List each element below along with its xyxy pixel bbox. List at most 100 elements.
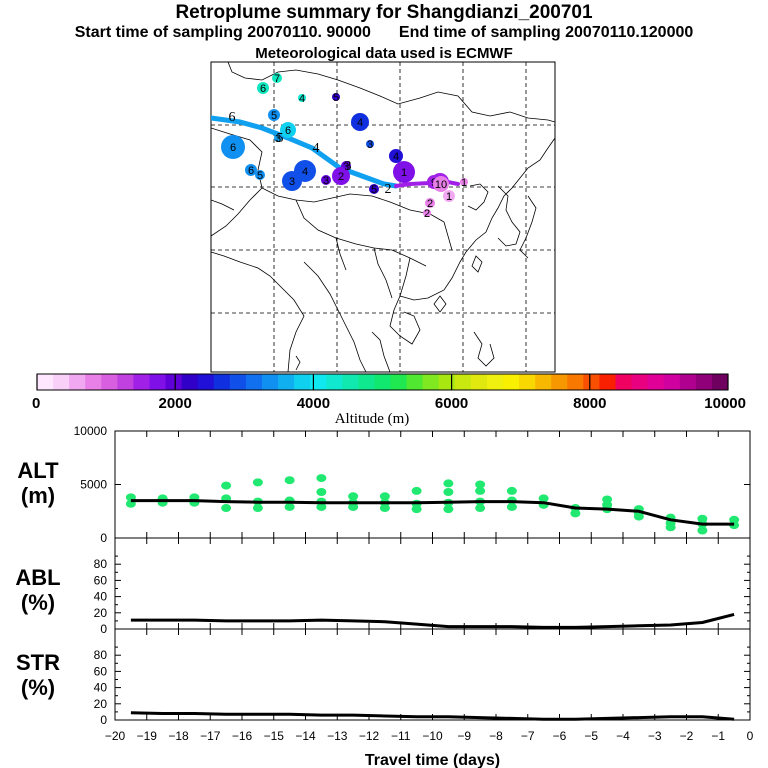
axis-label: ABL <box>15 565 60 590</box>
axis-label: STR <box>16 650 60 675</box>
map-marker <box>425 198 435 208</box>
map-marker-label: 2 <box>338 171 344 183</box>
x-tick-label: −11 <box>391 729 411 743</box>
colorbar-swatch <box>326 374 343 390</box>
x-tick-label: −8 <box>489 729 503 743</box>
map-marker <box>389 149 403 163</box>
y-tick-label: 60 <box>94 573 108 587</box>
colorbar-tick-label: 0 <box>32 395 40 412</box>
colorbar-swatch <box>374 374 392 390</box>
x-tick-label: −12 <box>359 729 380 743</box>
map-marker-label: 6 <box>260 83 266 95</box>
x-tick-label: −20 <box>105 729 126 743</box>
map-marker <box>351 113 369 131</box>
map-marker-label: 10 <box>435 179 447 191</box>
alt-point <box>633 512 644 521</box>
y-tick-label: 20 <box>94 606 108 620</box>
colorbar-swatch <box>583 374 600 390</box>
alt-point <box>475 486 486 495</box>
alt-point <box>506 486 517 495</box>
map-track-label: 5 <box>277 131 284 146</box>
y-tick-label: 80 <box>94 557 108 571</box>
time-series-panels: 1000050000ALT(m)806040200ABL(%)806040200… <box>15 424 753 768</box>
y-tick-label: 0 <box>100 713 107 727</box>
alt-point <box>252 478 263 487</box>
map-marker <box>268 109 280 121</box>
map-marker <box>366 140 374 148</box>
x-tick-label: −15 <box>264 729 285 743</box>
alt-point <box>538 494 549 503</box>
alt-point <box>379 492 390 501</box>
panel-abl: 80 60 40 20 0 ABL(%) <box>15 537 751 636</box>
alt-point <box>284 476 295 485</box>
colorbar-swatch <box>197 374 215 390</box>
map-marker-label: 7 <box>274 73 280 85</box>
colorbar-swatch <box>503 374 520 390</box>
alt-point <box>284 502 295 511</box>
colorbar-swatch <box>37 374 54 390</box>
map-marker-label: 1 <box>446 191 452 203</box>
colorbar-swatch <box>535 374 552 390</box>
colorbar-swatch <box>711 374 729 390</box>
alt-point <box>411 486 422 495</box>
map-marker-label: 3 <box>323 175 329 187</box>
colorbar-swatch <box>679 374 697 390</box>
map-marker-label: 4 <box>393 151 399 163</box>
map-marker-label: 4 <box>357 117 363 129</box>
map-marker <box>245 164 257 176</box>
map-marker <box>280 122 296 138</box>
panel-frame <box>114 537 751 630</box>
end-time-label: End time of sampling 20070110.120000 <box>398 24 694 41</box>
colorbar-swatch <box>486 374 504 390</box>
map-marker <box>423 209 431 217</box>
colorbar-swatch <box>310 374 327 390</box>
alt-point <box>221 481 232 490</box>
map-marker-label: 3 <box>343 161 349 173</box>
map-marker-label: 6 <box>285 125 291 137</box>
map-markers: 7645564363432191012216543235 <box>221 73 468 220</box>
colorbar-swatch <box>294 374 311 390</box>
colorbar-swatch <box>390 374 408 390</box>
y-tick-label: 5000 <box>80 478 107 492</box>
colorbar-swatch <box>133 374 150 390</box>
map-graticule <box>211 62 555 372</box>
colorbar-swatch <box>615 374 633 390</box>
colorbar-swatch <box>101 374 118 390</box>
map-marker <box>393 161 415 183</box>
alt-point <box>379 504 390 513</box>
map-marker-label: 5 <box>371 184 377 196</box>
alt-point <box>316 487 327 496</box>
axis-unit: (%) <box>21 590 55 615</box>
colorbar-swatch <box>438 374 456 390</box>
panel-frame <box>114 628 751 721</box>
map-marker-label: 6 <box>248 165 254 177</box>
map-marker <box>255 170 265 180</box>
colorbar-swatch <box>213 374 231 390</box>
colorbar-swatch <box>454 374 472 390</box>
y-tick-label: 0 <box>100 622 107 636</box>
x-tick-label: −7 <box>521 729 535 743</box>
axis-unit: (%) <box>21 675 55 700</box>
colorbar-swatch <box>663 374 681 390</box>
x-tick-label: −14 <box>295 729 316 743</box>
alt-point <box>316 502 327 511</box>
colorbar-label: Altitude (m) <box>335 411 410 427</box>
colorbar-swatch <box>422 374 440 390</box>
x-tick-label: −13 <box>327 729 348 743</box>
map-marker-label: 3 <box>275 133 281 145</box>
map-marker <box>460 178 468 186</box>
map-marker-label: 4 <box>299 93 305 105</box>
colorbar-swatch <box>567 374 584 390</box>
map-marker <box>332 93 340 101</box>
colorbar-tick-label: 6000 <box>435 395 468 412</box>
map-marker <box>272 73 282 83</box>
x-tick-label: −19 <box>137 729 158 743</box>
series-line-str <box>130 711 735 721</box>
map-marker <box>433 176 449 192</box>
y-tick-label: 0 <box>100 531 107 545</box>
x-tick-label: −1 <box>711 729 725 743</box>
colorbar-swatch <box>406 374 424 390</box>
